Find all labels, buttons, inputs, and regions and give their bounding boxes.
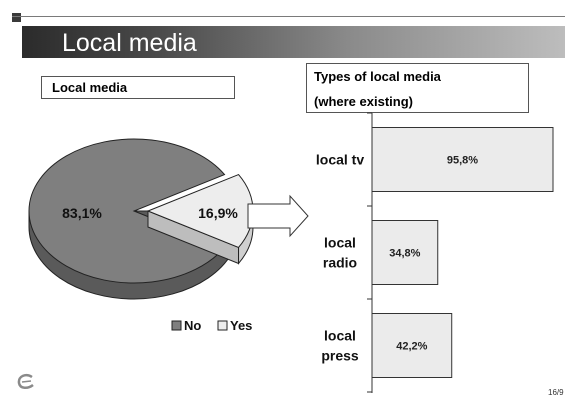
pie-title-box: Local media: [41, 76, 235, 99]
pie-label-yes: 16,9%: [198, 205, 238, 221]
page-number: 16/9: [548, 388, 564, 397]
bar-0: [371, 127, 554, 192]
bar-title-line2: (where existing): [314, 94, 413, 109]
pie-legend: No Yes: [171, 318, 252, 333]
bar-title-line1: Types of local media: [314, 69, 441, 84]
arrow-shape: [247, 194, 309, 238]
pie-slice-no: [28, 138, 226, 284]
bar-2: [371, 313, 453, 378]
council-logo-icon: [17, 374, 34, 389]
pie-chart: 83,1% 16,9%: [28, 138, 254, 300]
top-rule: [12, 16, 565, 17]
bar-chart: 95,8% local tv 34,8% local radio 42,2% local pr…: [316, 112, 554, 393]
pie-label-no: 83,1%: [62, 205, 102, 221]
bar-category-label: local: [324, 235, 356, 251]
page-title: Local media: [62, 29, 197, 57]
title-bar: [22, 26, 565, 58]
bar-category-label: local: [324, 328, 356, 344]
bar-title-box: Types of local media (where existing): [306, 63, 529, 113]
bar-category-label: local tv: [316, 152, 364, 168]
legend-swatch-no: [171, 320, 182, 331]
bar-1: [371, 220, 439, 285]
pie-title: Local media: [52, 80, 128, 95]
bar-value-label: 34,8%: [389, 248, 420, 260]
legend-swatch-yes: [217, 320, 228, 331]
bar-value-label: 95,8%: [447, 155, 478, 167]
bar-category-label: radio: [323, 255, 357, 271]
decor-square: [12, 13, 21, 22]
legend-label-no: No: [184, 318, 201, 333]
bar-category-label: press: [321, 348, 359, 364]
bar-value-label: 42,2%: [396, 341, 427, 353]
legend-label-yes: Yes: [230, 318, 252, 333]
